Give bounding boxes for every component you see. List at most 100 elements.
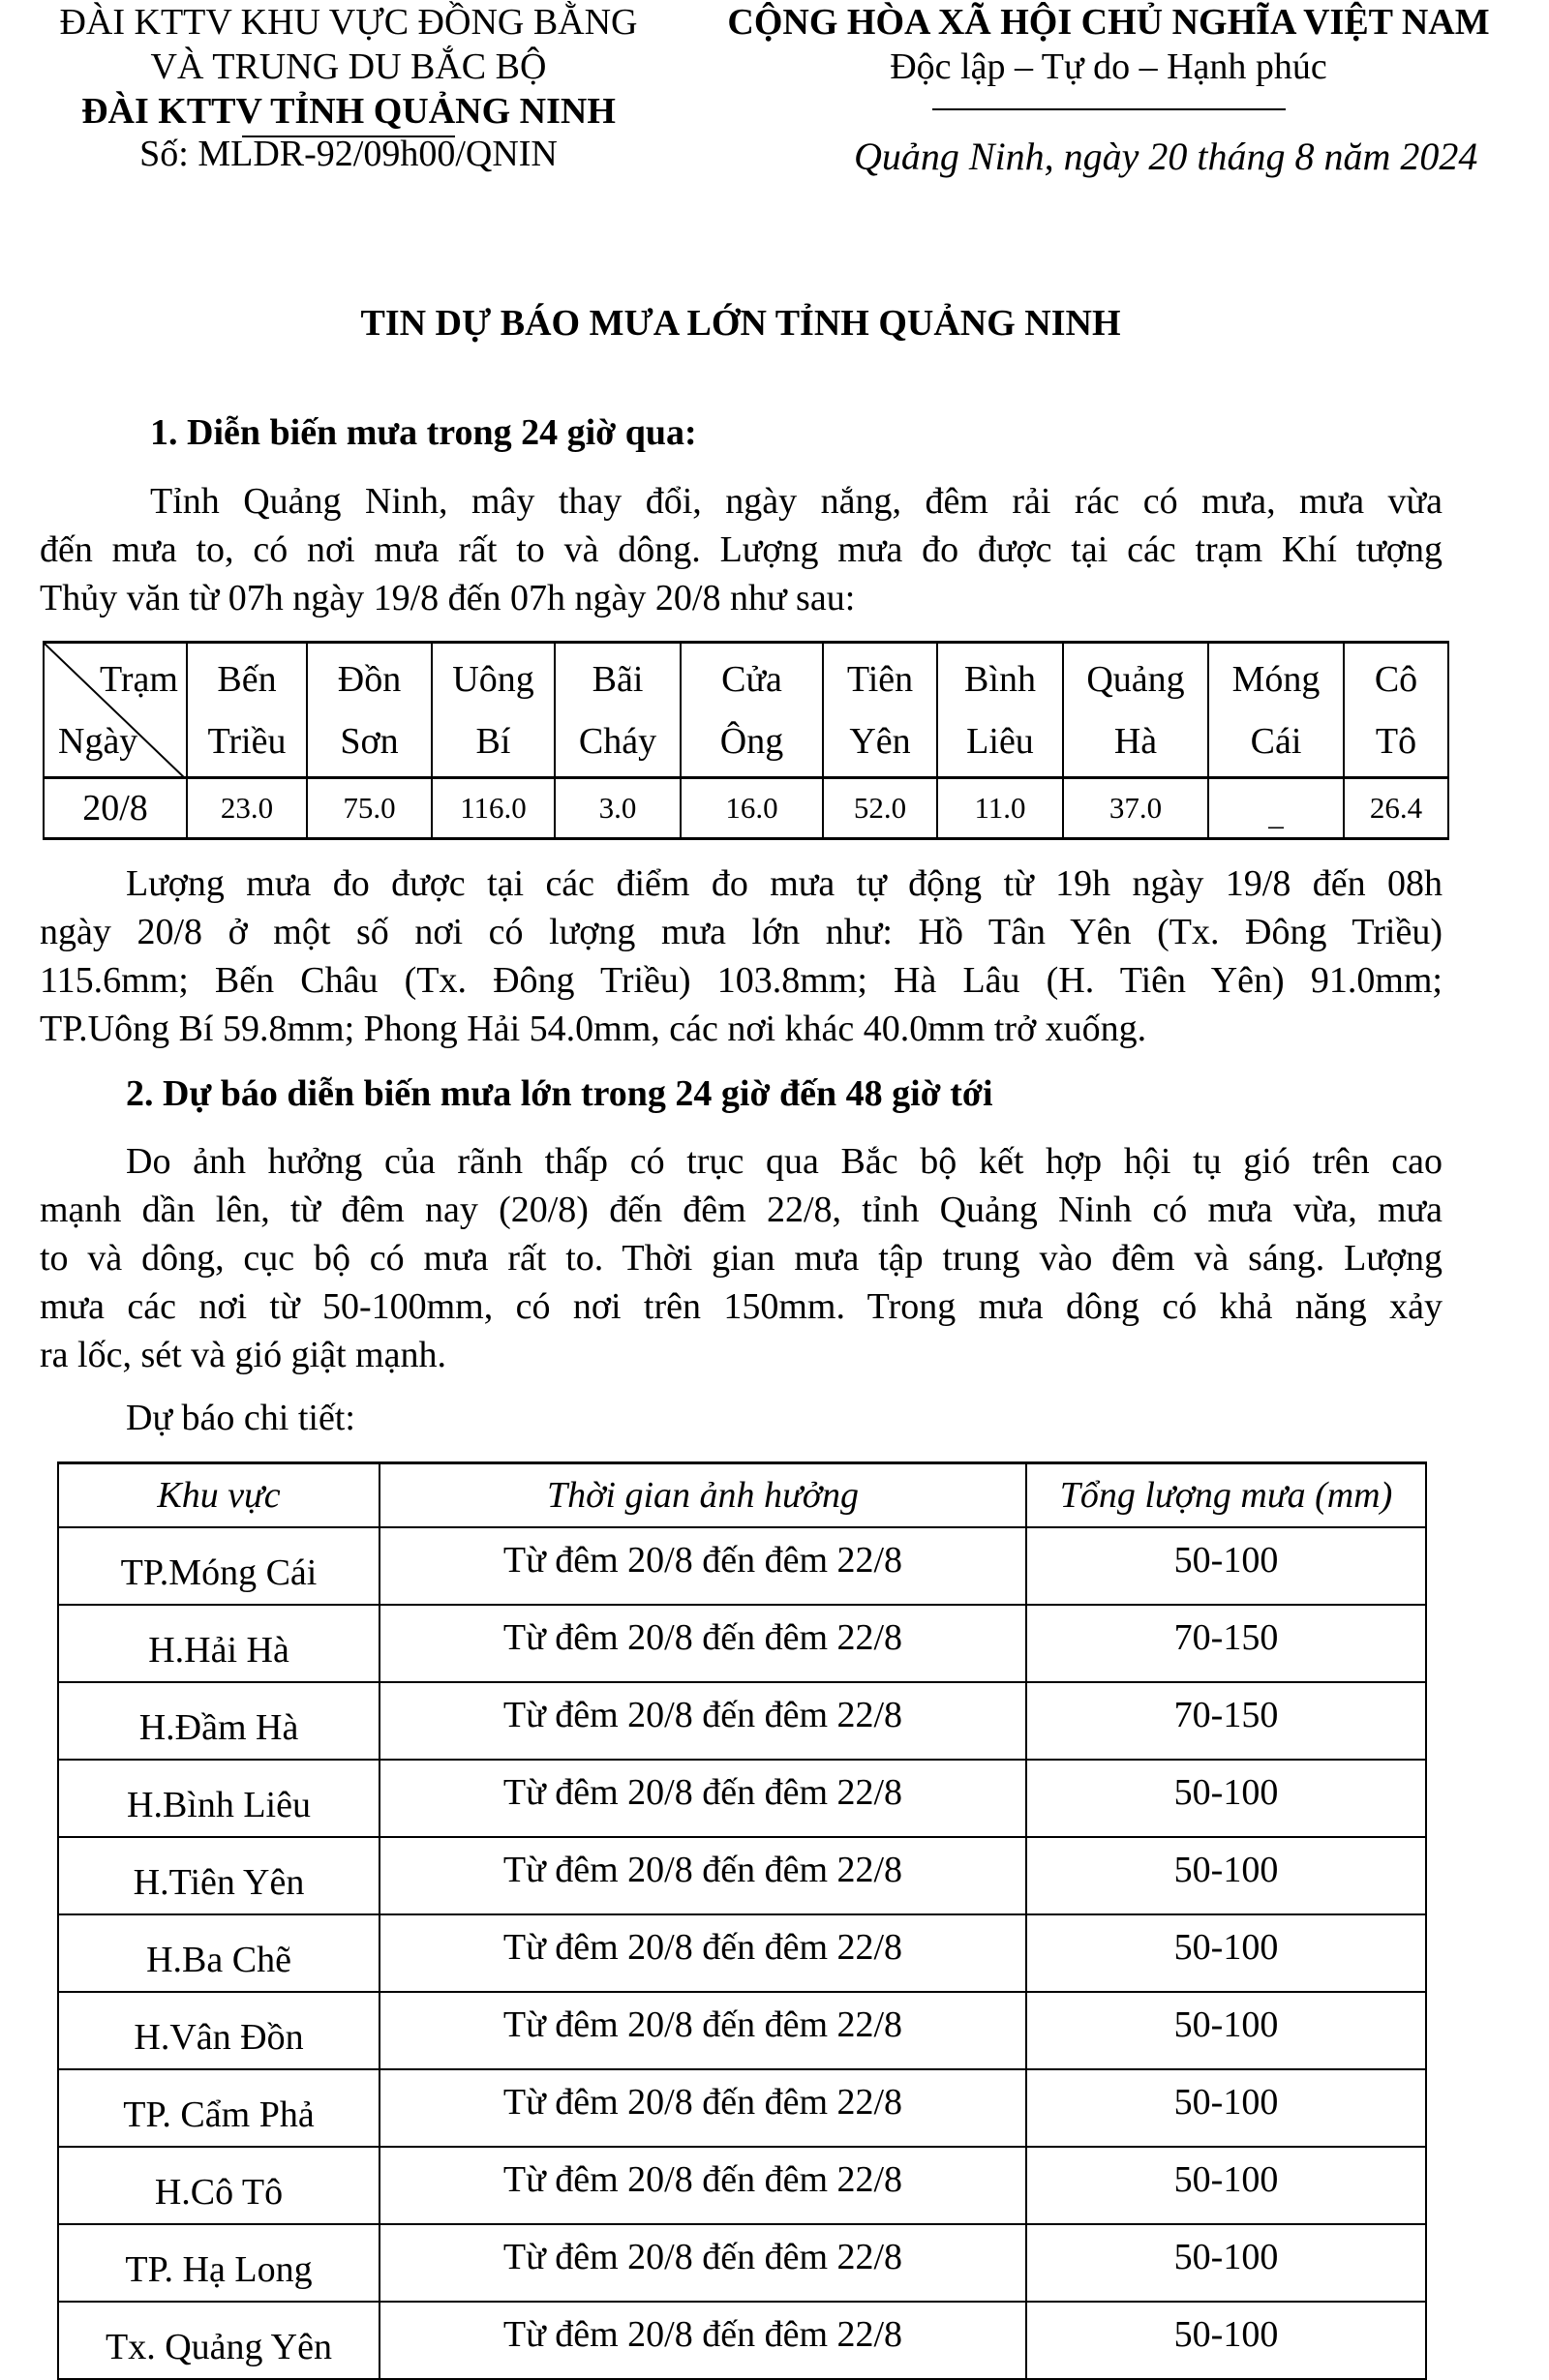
rainfall-cell: 50-100 xyxy=(1025,2301,1427,2380)
area-cell: H.Tiên Yên xyxy=(57,1836,380,1915)
rainfall-cell: 50-100 xyxy=(1025,2146,1427,2225)
area-cell: H.Ba Chẽ xyxy=(57,1913,380,1993)
station-name: Cháy xyxy=(578,720,657,762)
station-header: Móng Cái xyxy=(1207,641,1345,779)
station-header: Cửa Ông xyxy=(680,641,824,779)
corner-date-label: Ngày xyxy=(58,720,138,762)
rain-value: _ xyxy=(1207,776,1345,840)
area-cell: H.Bình Liêu xyxy=(57,1759,380,1838)
station-name: Tiên xyxy=(846,658,914,700)
document-title: TIN DỰ BÁO MƯA LỚN TỈNH QUẢNG NINH xyxy=(360,303,1121,344)
paragraph-line: Do ảnh hưởng của rãnh thấp có trục qua B… xyxy=(126,1141,1443,1182)
station-name: Yên xyxy=(849,720,911,762)
rain-value: 16.0 xyxy=(680,776,824,840)
rain-value: 37.0 xyxy=(1062,776,1209,840)
paragraph-line: Tỉnh Quảng Ninh, mây thay đổi, ngày nắng… xyxy=(150,481,1443,522)
time-cell: Từ đêm 20/8 đến đêm 22/8 xyxy=(379,2301,1027,2380)
agency-line-2: VÀ TRUNG DU BẮC BỘ xyxy=(150,46,547,87)
table-row: 20/8 23.0 75.0 116.0 3.0 16.0 52.0 11.0 … xyxy=(43,776,1449,840)
area-cell: H.Hải Hà xyxy=(57,1604,380,1683)
time-cell: Từ đêm 20/8 đến đêm 22/8 xyxy=(379,1681,1027,1761)
station-header: Bãi Cháy xyxy=(554,641,682,779)
paragraph-line: ra lốc, sét và gió giật mạnh. xyxy=(40,1335,446,1375)
area-cell: H.Vân Đồn xyxy=(57,1991,380,2070)
corner-station-label: Trạm xyxy=(100,658,178,700)
detail-label: Dự báo chi tiết: xyxy=(126,1398,355,1438)
rain-value: 75.0 xyxy=(306,776,433,840)
time-cell: Từ đêm 20/8 đến đêm 22/8 xyxy=(379,1836,1027,1915)
table-row: H.Vân Đồn Từ đêm 20/8 đến đêm 22/8 50-100 xyxy=(57,1991,1427,2070)
time-cell: Từ đêm 20/8 đến đêm 22/8 xyxy=(379,1991,1027,2070)
section2-heading: 2. Dự báo diễn biến mưa lớn trong 24 giờ… xyxy=(126,1073,993,1114)
column-header: Khu vực xyxy=(57,1461,380,1528)
column-header: Tổng lượng mưa (mm) xyxy=(1025,1461,1427,1528)
paragraph-line: to và dông, cục bộ có mưa rất to. Thời g… xyxy=(40,1238,1443,1279)
nation-block: CỘNG HÒA XÃ HỘI CHỦ NGHĨA VIỆT NAM Độc l… xyxy=(697,0,1520,110)
nation-title: CỘNG HÒA XÃ HỘI CHỦ NGHĨA VIỆT NAM xyxy=(727,2,1490,43)
rain-value: 11.0 xyxy=(936,776,1064,840)
rain-value: 116.0 xyxy=(431,776,556,840)
table-row: TP. Cẩm Phả Từ đêm 20/8 đến đêm 22/8 50-10… xyxy=(57,2068,1427,2148)
time-cell: Từ đêm 20/8 đến đêm 22/8 xyxy=(379,2068,1027,2148)
table-row: H.Đầm Hà Từ đêm 20/8 đến đêm 22/8 70-150 xyxy=(57,1681,1427,1761)
date-cell: 20/8 xyxy=(43,776,188,840)
table-row: TP. Hạ Long Từ đêm 20/8 đến đêm 22/8 50-10… xyxy=(57,2223,1427,2303)
corner-header-cell: Trạm Ngày xyxy=(43,641,188,779)
station-name: Bí xyxy=(475,720,511,762)
area-cell: TP. Cẩm Phả xyxy=(57,2068,380,2148)
rainfall-cell: 50-100 xyxy=(1025,2223,1427,2303)
time-cell: Từ đêm 20/8 đến đêm 22/8 xyxy=(379,1913,1027,1993)
time-cell: Từ đêm 20/8 đến đêm 22/8 xyxy=(379,1526,1027,1606)
station-name: Uông xyxy=(452,658,534,700)
table-row: H.Ba Chẽ Từ đêm 20/8 đến đêm 22/8 50-100 xyxy=(57,1913,1427,1993)
paragraph-line: Lượng mưa đo được tại các điểm đo mưa tự… xyxy=(126,863,1443,904)
table-header-row: Khu vực Thời gian ảnh hưởng Tổng lượng m… xyxy=(57,1461,1427,1528)
station-name: Cô xyxy=(1374,658,1418,700)
document-number: Số: MLDR-92/09h00/QNIN xyxy=(139,134,558,174)
station-name: Cái xyxy=(1250,720,1302,762)
station-name: Ông xyxy=(719,720,784,762)
agency-underline xyxy=(242,136,455,137)
station-name: Liêu xyxy=(966,720,1034,762)
agency-block: ĐÀI KTTV KHU VỰC ĐỒNG BẰNG VÀ TRUNG DU B… xyxy=(19,0,678,176)
station-name: Hà xyxy=(1113,720,1158,762)
station-name: Sơn xyxy=(340,720,399,762)
station-header: Tiên Yên xyxy=(822,641,938,779)
rain-value: 52.0 xyxy=(822,776,938,840)
area-cell: H.Cô Tô xyxy=(57,2146,380,2225)
paragraph-line: Thủy văn từ 07h ngày 19/8 đến 07h ngày 2… xyxy=(40,578,856,618)
station-name: Bình xyxy=(964,658,1036,700)
station-header: Bình Liêu xyxy=(936,641,1064,779)
motto-underline xyxy=(931,108,1286,110)
paragraph-line: mạnh dần lên, từ đêm nay (20/8) đến đêm … xyxy=(40,1190,1443,1230)
station-header: Uông Bí xyxy=(431,641,556,779)
paragraph-line: TP.Uông Bí 59.8mm; Phong Hải 54.0mm, các… xyxy=(40,1009,1147,1049)
area-cell: Tx. Quảng Yên xyxy=(57,2301,380,2380)
area-cell: H.Đầm Hà xyxy=(57,1681,380,1761)
time-cell: Từ đêm 20/8 đến đêm 22/8 xyxy=(379,1759,1027,1838)
station-name: Đồn xyxy=(337,658,402,700)
station-name: Bãi xyxy=(592,658,644,700)
station-header: Cô Tô xyxy=(1343,641,1449,779)
station-name: Cửa xyxy=(721,658,782,700)
motto: Độc lập – Tự do – Hạnh phúc xyxy=(890,46,1327,87)
station-name: Triều xyxy=(207,720,287,762)
rain-value: 26.4 xyxy=(1343,776,1449,840)
paragraph-line: mưa các nơi từ 50-100mm, có nơi trên 150… xyxy=(40,1286,1443,1327)
time-cell: Từ đêm 20/8 đến đêm 22/8 xyxy=(379,1604,1027,1683)
table-row: H.Tiên Yên Từ đêm 20/8 đến đêm 22/8 50-100 xyxy=(57,1836,1427,1915)
table-row: TP.Móng Cái Từ đêm 20/8 đến đêm 22/8 50-10… xyxy=(57,1526,1427,1606)
column-header: Thời gian ảnh hưởng xyxy=(379,1461,1027,1528)
diagonal-divider xyxy=(45,644,186,779)
station-name: Quảng xyxy=(1086,658,1185,700)
rainfall-cell: 70-150 xyxy=(1025,1604,1427,1683)
rainfall-cell: 50-100 xyxy=(1025,1836,1427,1915)
rain-value: 23.0 xyxy=(186,776,308,840)
rainfall-cell: 50-100 xyxy=(1025,1991,1427,2070)
station-header: Quảng Hà xyxy=(1062,641,1209,779)
table-row: H.Hải Hà Từ đêm 20/8 đến đêm 22/8 70-150 xyxy=(57,1604,1427,1683)
station-name: Móng xyxy=(1231,658,1321,700)
section1-heading: 1. Diễn biến mưa trong 24 giờ qua: xyxy=(150,412,697,453)
agency-line-1: ĐÀI KTTV KHU VỰC ĐỒNG BẰNG xyxy=(59,2,638,43)
rainfall-cell: 50-100 xyxy=(1025,1526,1427,1606)
